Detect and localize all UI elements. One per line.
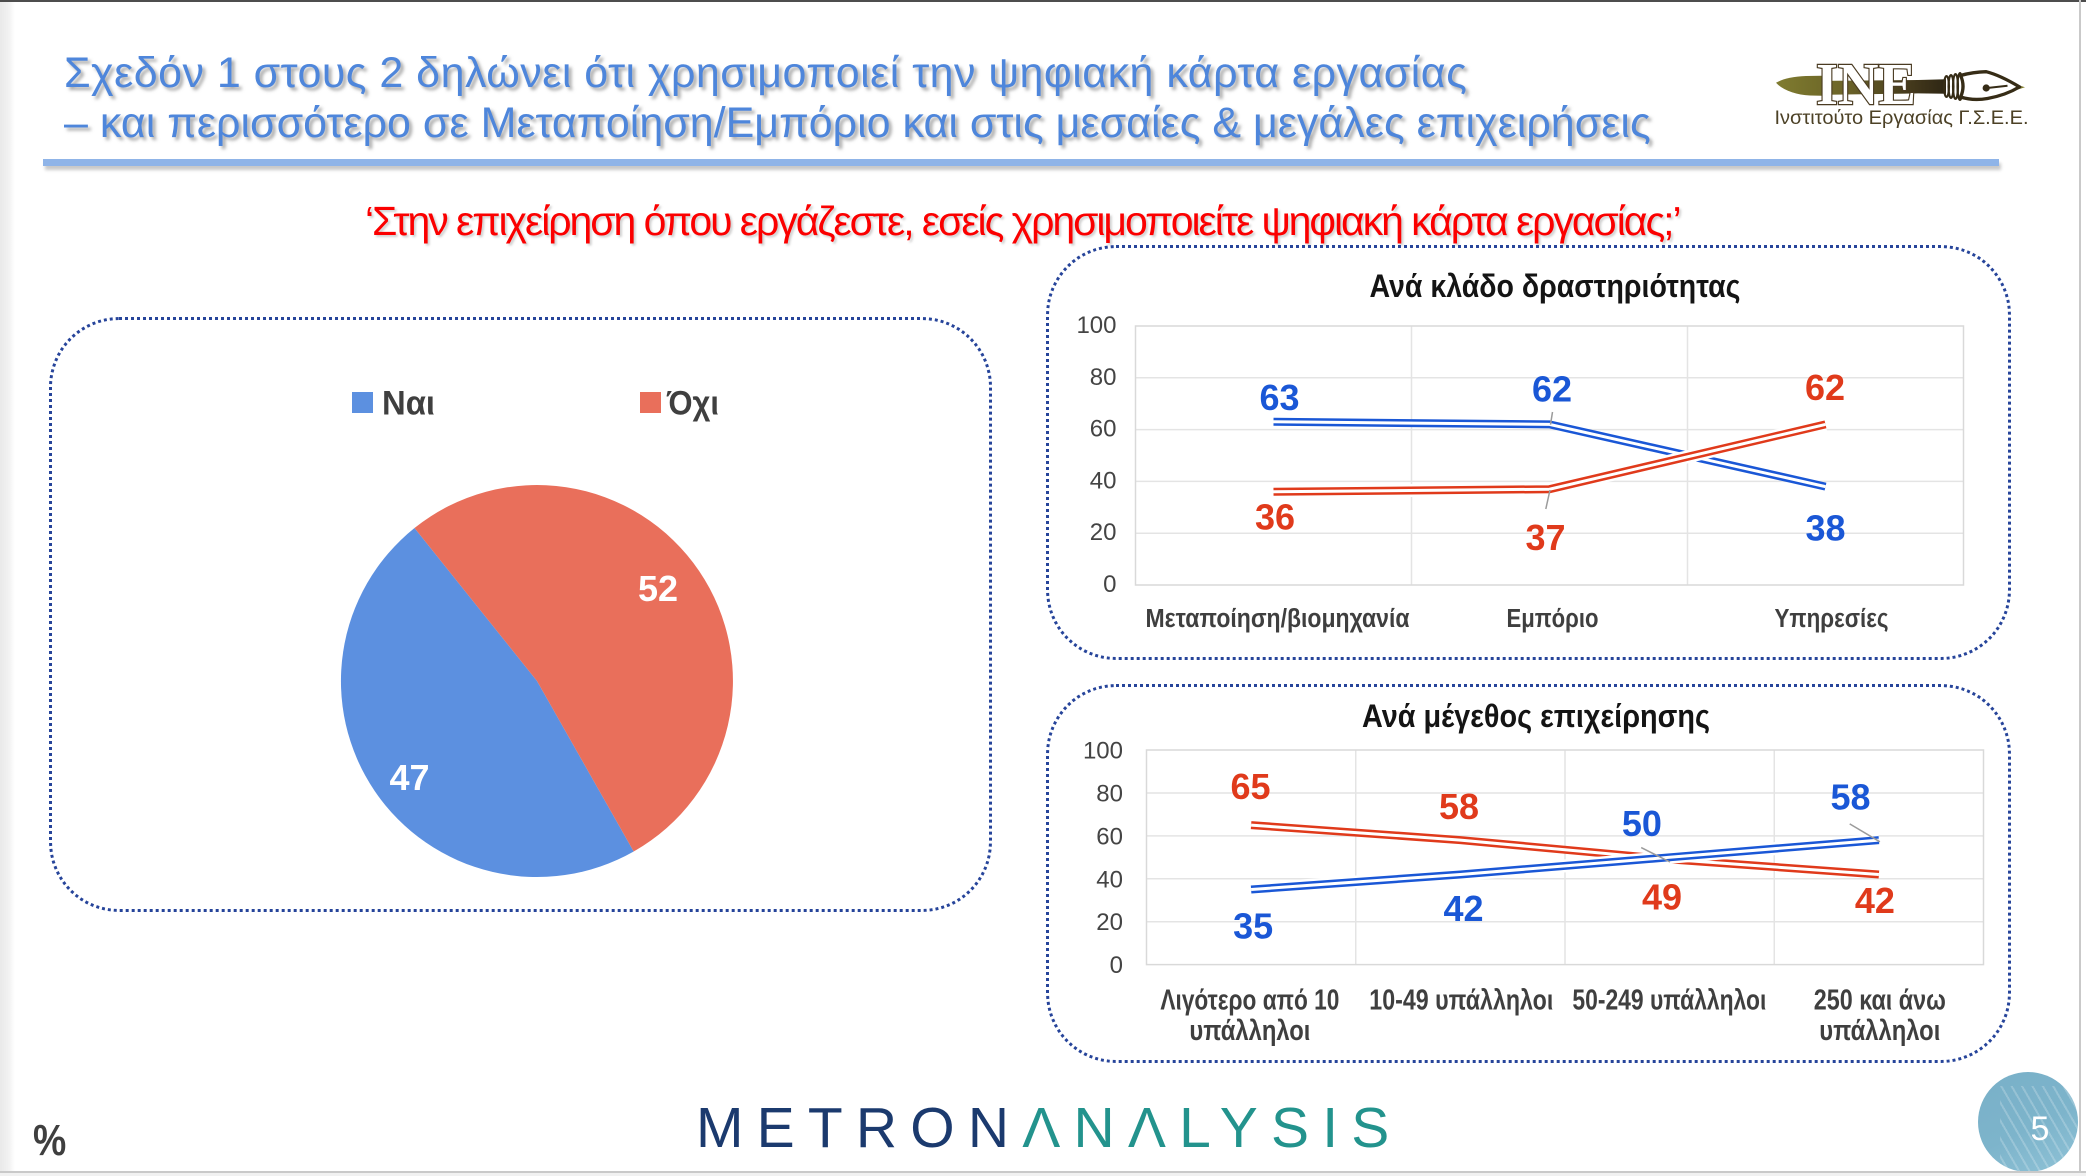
svg-text:Ναι: Ναι [382,385,435,423]
svg-text:60: 60 [1090,416,1117,443]
svg-text:100: 100 [1083,738,1123,765]
svg-text:40: 40 [1090,467,1117,494]
svg-text:63: 63 [1259,377,1299,418]
svg-text:49: 49 [1642,876,1682,917]
svg-text:47: 47 [389,757,429,798]
svg-text:20: 20 [1096,909,1123,936]
svg-text:Όχι: Όχι [666,385,719,423]
svg-text:0: 0 [1110,952,1123,979]
svg-text:40: 40 [1096,866,1123,893]
svg-text:250 και άνω: 250 και άνω [1814,985,1946,1017]
svg-text:10-49 υπάλληλοι: 10-49 υπάλληλοι [1369,985,1553,1017]
svg-text:υπάλληλοι: υπάλληλοι [1189,1015,1310,1047]
svg-text:50: 50 [1622,803,1662,844]
svg-text:62: 62 [1532,369,1572,410]
svg-text:42: 42 [1855,880,1895,921]
svg-text:37: 37 [1525,517,1565,558]
svg-text:υπάλληλοι: υπάλληλοι [1819,1015,1940,1047]
svg-text:65: 65 [1230,766,1270,807]
svg-text:38: 38 [1805,508,1845,549]
svg-text:80: 80 [1090,364,1117,391]
svg-text:35: 35 [1233,905,1273,946]
svg-text:Ανά μέγεθος επιχείρησης: Ανά μέγεθος επιχείρησης [1362,698,1710,734]
svg-text:Υπηρεσίες: Υπηρεσίες [1775,605,1889,633]
svg-text:36: 36 [1255,497,1295,538]
svg-text:80: 80 [1096,781,1123,808]
svg-text:50-249 υπάλληλοι: 50-249 υπάλληλοι [1572,985,1766,1017]
svg-text:52: 52 [638,568,678,609]
svg-text:62: 62 [1805,367,1845,408]
svg-text:INE: INE [1816,51,1916,117]
svg-text:20: 20 [1090,519,1117,546]
svg-text:100: 100 [1076,312,1116,339]
svg-text:60: 60 [1096,823,1123,850]
svg-text:Ανά κλάδο δραστηριότητας: Ανά κλάδο δραστηριότητας [1370,268,1741,304]
svg-text:58: 58 [1439,786,1479,827]
svg-text:58: 58 [1830,777,1870,818]
svg-text:Εμπόριο: Εμπόριο [1507,605,1599,633]
svg-text:Μεταποίηση/βιομηχανία: Μεταποίηση/βιομηχανία [1146,605,1410,633]
svg-text:Λιγότερο από 10: Λιγότερο από 10 [1160,985,1339,1017]
svg-text:42: 42 [1443,888,1483,929]
svg-text:Ινστιτούτο Εργασίας Γ.Σ.Ε.Ε.: Ινστιτούτο Εργασίας Γ.Σ.Ε.Ε. [1775,107,2029,129]
svg-text:0: 0 [1103,571,1116,598]
